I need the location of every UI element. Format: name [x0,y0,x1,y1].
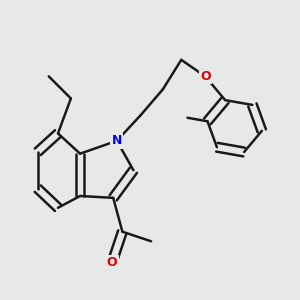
Text: O: O [200,70,211,83]
Text: N: N [112,134,122,147]
Text: O: O [107,256,117,269]
